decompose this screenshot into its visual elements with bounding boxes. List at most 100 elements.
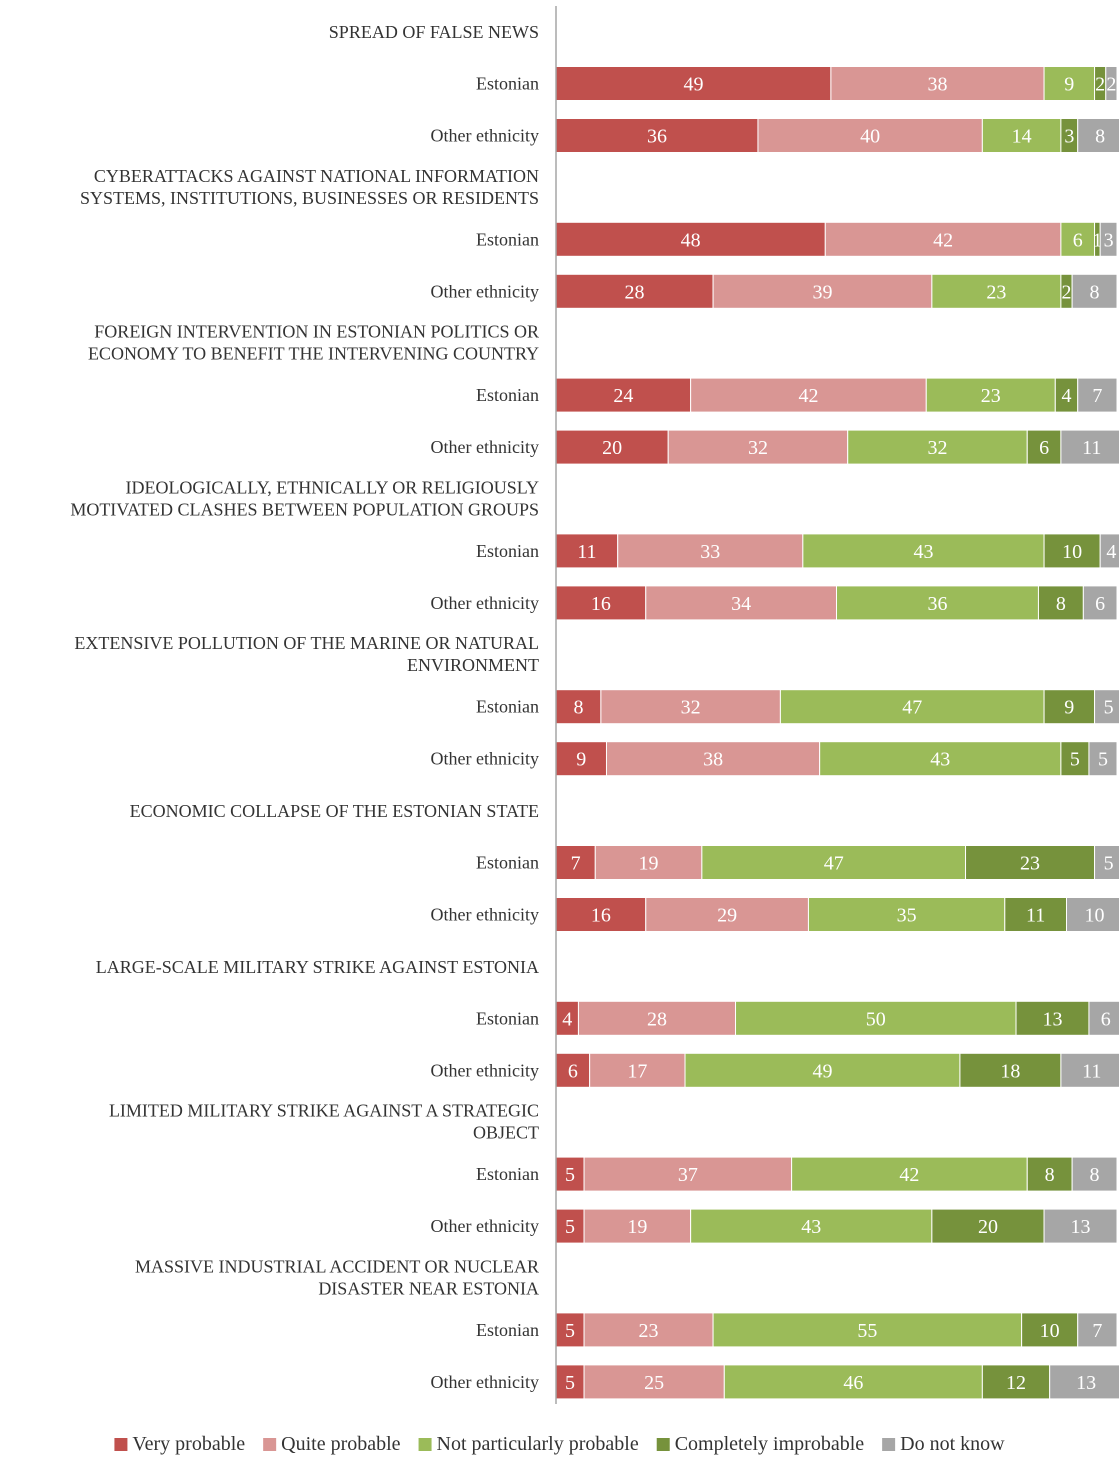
data-label-not-particularly-probable: 47 <box>902 697 922 719</box>
data-label-quite-probable: 25 <box>644 1372 664 1394</box>
data-label-quite-probable: 17 <box>627 1060 647 1082</box>
legend-item-completely-improbable: Completely improbable <box>656 1433 864 1455</box>
bar-segment-not-particularly-probable <box>847 429 1028 465</box>
bar-segment-not-particularly-probable <box>690 1208 933 1244</box>
bar-segment-very-probable <box>555 1364 585 1400</box>
data-label-do-not-know: 11 <box>1082 1060 1101 1082</box>
data-label-very-probable: 5 <box>565 1320 575 1342</box>
data-label-very-probable: 9 <box>576 749 586 771</box>
data-label-very-probable: 4 <box>562 1008 572 1030</box>
bar-segment-not-particularly-probable <box>1043 66 1096 101</box>
data-label-very-probable: 5 <box>565 1372 575 1394</box>
bar-segment-not-particularly-probable <box>791 1156 1028 1192</box>
bar-segment-very-probable <box>555 845 596 880</box>
bar-segment-not-particularly-probable <box>779 689 1045 725</box>
bar-segment-very-probable <box>555 533 619 569</box>
row-label-estonian: Estonian <box>476 541 539 561</box>
row-label-estonian: Estonian <box>476 1008 539 1028</box>
data-label-quite-probable: 39 <box>812 281 832 303</box>
data-label-completely-improbable: 11 <box>1026 905 1045 927</box>
group-title: SPREAD OF FALSE NEWS <box>329 22 539 42</box>
data-label-completely-improbable: 1 <box>1092 229 1102 251</box>
bar-segment-do-not-know <box>1066 897 1119 932</box>
group-title: MASSIVE INDUSTRIAL ACCIDENT OR NUCLEAR <box>135 1256 539 1276</box>
data-label-do-not-know: 7 <box>1092 385 1102 407</box>
group-title: ECONOMIC COLLAPSE OF THE ESTONIAN STATE <box>130 801 539 821</box>
bar-segment-completely-improbable <box>1004 897 1068 932</box>
legend-label: Do not know <box>900 1433 1005 1455</box>
bar-segment-completely-improbable <box>1026 429 1062 465</box>
data-label-not-particularly-probable: 55 <box>857 1320 877 1342</box>
data-label-completely-improbable: 10 <box>1040 1320 1060 1342</box>
data-label-very-probable: 36 <box>647 126 667 148</box>
bar-segment-do-not-know <box>1077 377 1118 413</box>
data-label-not-particularly-probable: 43 <box>801 1216 821 1238</box>
legend-swatch <box>882 1438 896 1451</box>
bar-segment-completely-improbable <box>1043 689 1096 725</box>
bar-segment-do-not-know <box>1088 741 1118 777</box>
data-label-do-not-know: 13 <box>1071 1216 1091 1238</box>
data-label-do-not-know: 8 <box>1090 1164 1100 1186</box>
data-label-do-not-know: 3 <box>1104 229 1114 251</box>
data-label-do-not-know: 6 <box>1101 1008 1111 1030</box>
bar-segment-quite-probable <box>583 1364 725 1400</box>
data-label-very-probable: 49 <box>683 74 703 96</box>
data-label-completely-improbable: 23 <box>1020 853 1040 875</box>
data-label-completely-improbable: 8 <box>1045 1164 1055 1186</box>
data-label-do-not-know: 8 <box>1090 281 1100 303</box>
data-label-not-particularly-probable: 36 <box>927 593 947 615</box>
bar-segment-not-particularly-probable <box>807 897 1006 932</box>
data-label-very-probable: 16 <box>591 905 611 927</box>
bar-segment-very-probable <box>555 118 759 153</box>
bar-segment-very-probable <box>555 741 607 777</box>
data-label-not-particularly-probable: 6 <box>1073 229 1083 251</box>
data-label-quite-probable: 34 <box>731 593 751 615</box>
data-label-quite-probable: 29 <box>717 905 737 927</box>
bar-segment-quite-probable <box>757 118 983 153</box>
bar-segment-completely-improbable <box>959 1052 1062 1088</box>
group-title: LIMITED MILITARY STRIKE AGAINST A STRATE… <box>109 1101 539 1121</box>
data-label-completely-improbable: 9 <box>1064 697 1074 719</box>
bar-segment-quite-probable <box>583 1312 714 1348</box>
data-label-completely-improbable: 12 <box>1006 1372 1026 1394</box>
data-label-very-probable: 20 <box>602 437 622 459</box>
data-label-very-probable: 8 <box>573 697 583 719</box>
data-label-quite-probable: 38 <box>703 749 723 771</box>
legend-swatch <box>656 1438 670 1451</box>
group-title: IDEOLOGICALLY, ETHNICALLY OR RELIGIOUSLY <box>125 477 539 497</box>
legend-label: Quite probable <box>281 1433 401 1455</box>
data-label-quite-probable: 32 <box>681 697 701 719</box>
data-label-not-particularly-probable: 50 <box>866 1008 886 1030</box>
row-label-other-ethnicity: Other ethnicity <box>431 905 539 925</box>
data-label-very-probable: 16 <box>591 593 611 615</box>
bar-segment-quite-probable <box>594 845 703 880</box>
data-label-completely-improbable: 13 <box>1042 1008 1062 1030</box>
bar-segment-do-not-know <box>1071 1156 1118 1192</box>
bar-segment-quite-probable <box>583 1156 793 1192</box>
bar-segment-completely-improbable <box>1060 741 1090 777</box>
data-label-very-probable: 7 <box>571 853 581 875</box>
bar-segment-do-not-know <box>1094 845 1119 880</box>
bar-segment-quite-probable <box>645 585 838 621</box>
data-label-not-particularly-probable: 43 <box>930 749 950 771</box>
bars-layer: 49 38 9 2 236 40 14 3 848 42 6 1 328 39 23 2 824 42 23 4 720… <box>555 66 1119 1400</box>
group-title: ECONOMY TO BENEFIT THE INTERVENING COUNT… <box>88 344 539 364</box>
data-label-very-probable: 5 <box>565 1216 575 1238</box>
bar-segment-quite-probable <box>577 1000 737 1036</box>
data-label-quite-probable: 40 <box>860 126 880 148</box>
data-label-not-particularly-probable: 9 <box>1064 74 1074 96</box>
row-label-other-ethnicity: Other ethnicity <box>431 281 539 301</box>
row-label-other-ethnicity: Other ethnicity <box>431 1216 539 1236</box>
bar-segment-not-particularly-probable <box>723 1364 983 1400</box>
row-label-other-ethnicity: Other ethnicity <box>431 593 539 613</box>
data-label-completely-improbable: 5 <box>1070 749 1080 771</box>
data-label-completely-improbable: 20 <box>978 1216 998 1238</box>
bar-segment-very-probable <box>555 66 832 101</box>
legend-item-not-particularly-probable: Not particularly probable <box>418 1433 639 1455</box>
data-label-completely-improbable: 10 <box>1062 541 1082 563</box>
row-label-other-ethnicity: Other ethnicity <box>431 126 539 146</box>
bar-segment-completely-improbable <box>1015 1000 1090 1036</box>
bar-segment-not-particularly-probable <box>925 377 1056 413</box>
bar-segment-completely-improbable <box>1021 1312 1079 1348</box>
bar-segment-do-not-know <box>1049 1364 1119 1400</box>
